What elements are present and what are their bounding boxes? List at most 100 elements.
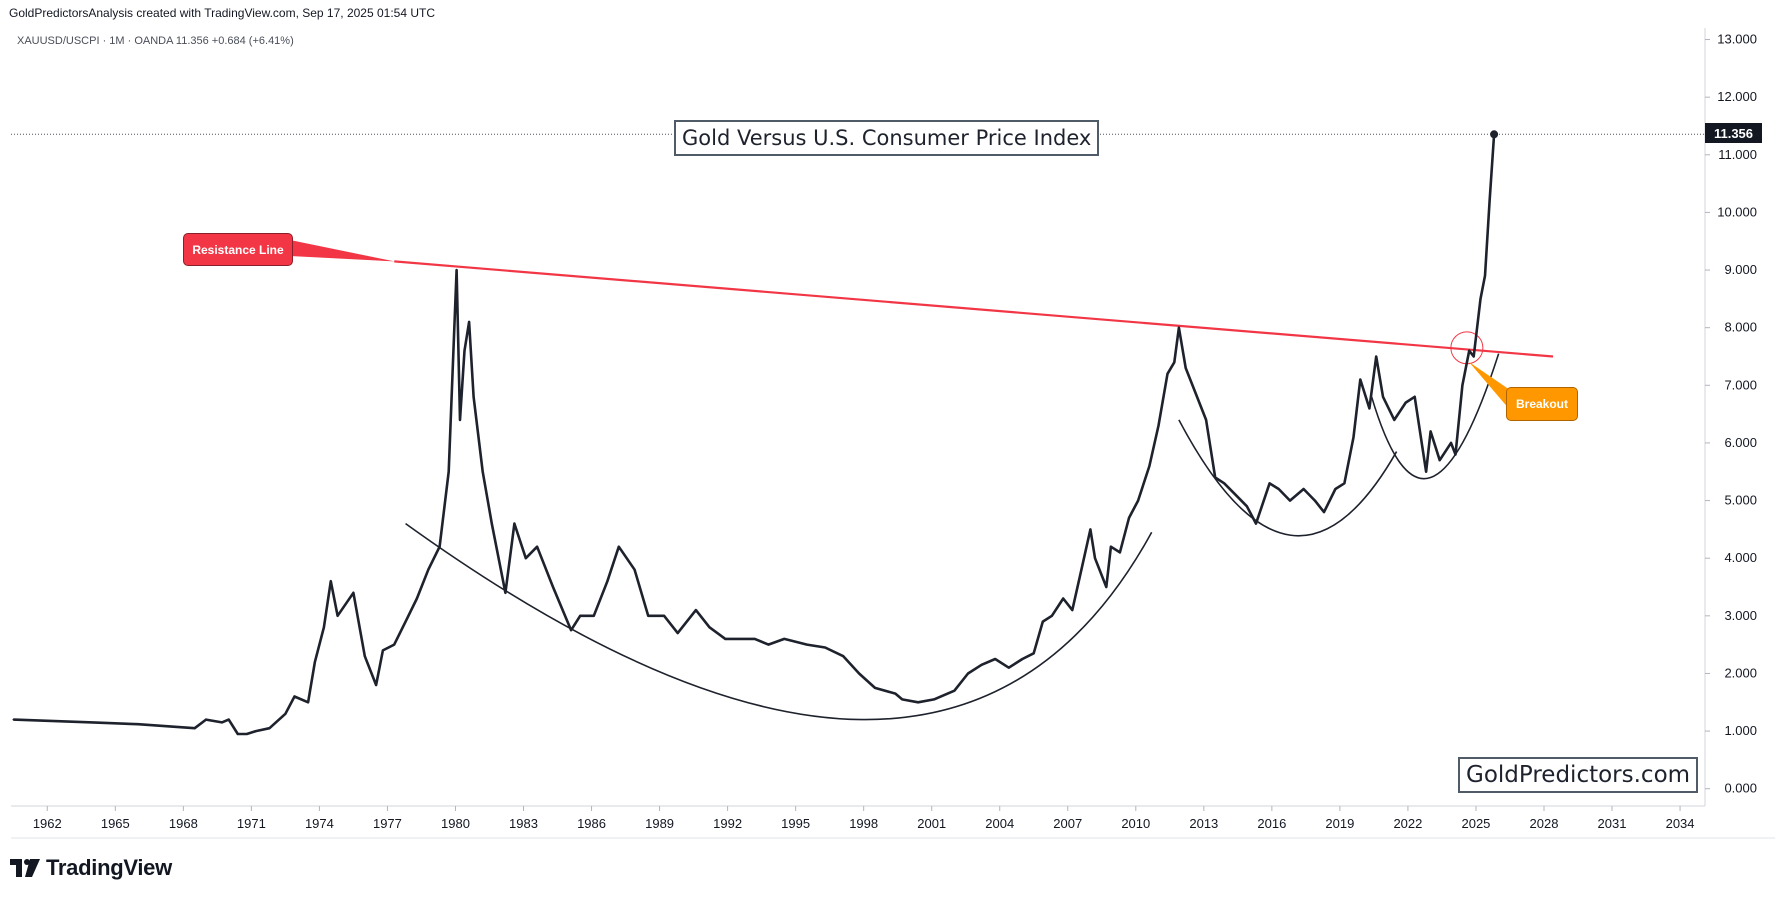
- y-tick-label: 8.000: [1724, 320, 1757, 335]
- series-point: [1021, 658, 1024, 660]
- y-tick-label: 1.000: [1724, 723, 1757, 738]
- chart-title: Gold Versus U.S. Consumer Price Index: [674, 120, 1100, 156]
- series-point: [1008, 666, 1010, 669]
- series-point: [513, 522, 516, 525]
- series-layer: [12, 130, 1499, 736]
- series-point: [980, 664, 983, 666]
- x-tick-label: 2010: [1121, 816, 1150, 831]
- x-tick-label: 2001: [917, 816, 946, 831]
- series-point: [1334, 488, 1337, 490]
- series-point: [1178, 326, 1180, 329]
- series-point: [205, 718, 207, 721]
- series-point: [536, 545, 538, 548]
- x-tick-label: 2004: [985, 816, 1014, 831]
- series-point: [1193, 390, 1196, 392]
- series-point: [806, 643, 808, 646]
- series-point: [552, 586, 554, 588]
- series-point: [416, 597, 418, 600]
- x-tick-label: 2025: [1461, 816, 1490, 831]
- x-tick-label: 1992: [713, 816, 742, 831]
- series-point: [1166, 372, 1169, 375]
- x-tick-label: 1977: [373, 816, 402, 831]
- x-tick-label: 2028: [1530, 816, 1559, 831]
- series-point: [1137, 499, 1139, 502]
- series-point: [463, 349, 466, 352]
- tradingview-icon: [10, 859, 40, 877]
- series-point: [1071, 609, 1074, 611]
- y-tick-label: 9.000: [1724, 262, 1757, 277]
- series-point: [221, 721, 223, 724]
- series-point: [1461, 384, 1464, 387]
- series-point: [1105, 586, 1108, 588]
- series-point: [452, 355, 455, 358]
- series-point: [1214, 476, 1216, 479]
- series-point: [695, 609, 697, 611]
- series-point: [1468, 349, 1470, 352]
- last-price-label: 11.356: [1705, 123, 1762, 143]
- series-point: [363, 655, 366, 657]
- series-point: [524, 557, 527, 559]
- series-point: [874, 687, 876, 689]
- series-point: [1393, 419, 1396, 421]
- series-point: [314, 661, 316, 663]
- series-point: [1032, 652, 1035, 655]
- x-tick-label: 1968: [169, 816, 198, 831]
- series-point: [236, 733, 239, 735]
- series-point: [894, 692, 897, 695]
- series-point: [336, 615, 339, 617]
- y-tick-label: 4.000: [1724, 550, 1757, 565]
- y-tick-label: 11.000: [1718, 147, 1757, 162]
- x-tick-label: 1998: [849, 816, 878, 831]
- x-tick-label: 2007: [1053, 816, 1082, 831]
- series-point: [754, 638, 756, 640]
- series-point: [1425, 470, 1427, 473]
- overlay-layer: [290, 240, 1554, 721]
- series-point: [468, 321, 470, 323]
- series-point: [1089, 528, 1092, 531]
- series-point: [1302, 488, 1305, 490]
- breakout-callout[interactable]: Breakout: [1506, 387, 1578, 421]
- series-point: [1404, 401, 1407, 404]
- series-point: [1450, 442, 1452, 444]
- x-tick-label: 1965: [101, 816, 130, 831]
- series-point: [858, 672, 860, 675]
- series-point: [1343, 482, 1346, 485]
- y-tick-label: 5.000: [1724, 493, 1757, 508]
- series-point: [481, 470, 484, 473]
- y-tick-label: 6.000: [1724, 435, 1757, 450]
- series-point: [472, 396, 475, 398]
- series-point: [323, 626, 325, 629]
- series-point: [579, 615, 582, 617]
- series-point: [1382, 396, 1384, 398]
- series-point: [1277, 488, 1280, 490]
- series-point: [1368, 407, 1371, 410]
- series-point: [393, 643, 396, 646]
- series-point: [1119, 551, 1121, 554]
- tradingview-logo[interactable]: TradingView: [10, 853, 172, 883]
- series-point: [570, 629, 572, 632]
- x-tick-label: 1962: [33, 816, 62, 831]
- series-point: [1375, 355, 1377, 358]
- series-point: [1094, 557, 1096, 559]
- series-point: [307, 701, 309, 704]
- series-point: [490, 522, 493, 525]
- series-point: [1173, 361, 1176, 364]
- x-tick-label: 2016: [1257, 816, 1286, 831]
- y-tick-label: 12.000: [1717, 89, 1757, 104]
- series-point: [293, 695, 296, 698]
- series-point: [617, 545, 620, 548]
- series-point: [91, 721, 94, 724]
- x-tick-label: 1974: [305, 816, 334, 831]
- x-tick-label: 1986: [577, 816, 606, 831]
- series-point: [1246, 505, 1248, 508]
- series-point: [917, 701, 919, 704]
- series-point: [268, 727, 271, 729]
- resistance-callout[interactable]: Resistance Line: [183, 233, 293, 266]
- series-point: [1184, 367, 1187, 369]
- breakout-callout-pointer: [1468, 361, 1510, 410]
- y-tick-label: 3.000: [1724, 608, 1757, 623]
- x-tick-label: 2034: [1666, 816, 1695, 831]
- series-point: [1080, 568, 1083, 571]
- series-point: [647, 615, 650, 617]
- x-tick-label: 2022: [1393, 816, 1422, 831]
